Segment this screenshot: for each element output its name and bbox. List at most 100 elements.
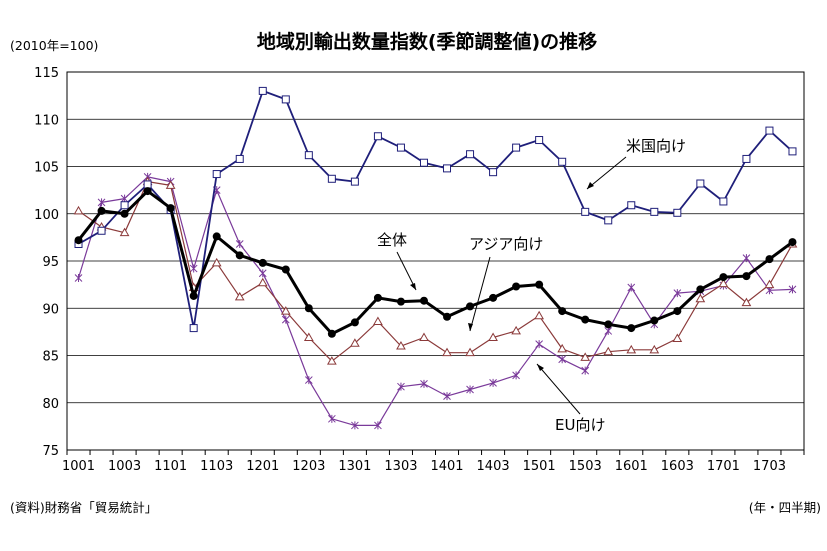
data-point	[97, 198, 106, 207]
data-point	[535, 340, 543, 349]
data-point	[604, 320, 613, 329]
data-point	[718, 278, 729, 288]
data-point	[143, 180, 152, 189]
data-point	[489, 378, 497, 387]
series-line	[78, 181, 794, 362]
data-point	[120, 201, 129, 210]
data-point	[419, 296, 428, 305]
data-point	[258, 258, 267, 267]
data-point	[581, 315, 590, 324]
data-point	[73, 205, 84, 215]
arrowhead-total	[410, 283, 416, 290]
data-point	[234, 291, 245, 301]
x-tick-label: 1603	[661, 459, 694, 474]
x-tick-label: 1203	[292, 459, 325, 474]
data-point	[303, 332, 314, 342]
y-axis-ticks: 75 80 85 90 95 100 105 110 115	[34, 66, 59, 459]
data-point	[489, 168, 498, 177]
pointer-asia	[469, 256, 491, 332]
data-point	[328, 414, 336, 423]
data-point	[211, 257, 222, 267]
data-point	[788, 238, 797, 247]
series-label-eu: EU向け	[555, 416, 605, 434]
x-tick-label: 1601	[615, 459, 648, 474]
x-tick-label: 1103	[200, 459, 233, 474]
series-label-us: 米国向け	[626, 137, 686, 155]
x-unit-label: (年・四半期)	[749, 500, 821, 515]
data-point	[396, 297, 405, 306]
data-point	[558, 157, 567, 166]
data-point	[420, 379, 428, 388]
data-point	[512, 143, 521, 152]
data-point	[695, 293, 706, 303]
data-point	[765, 126, 774, 135]
data-point	[165, 180, 176, 189]
data-point	[281, 315, 290, 324]
data-point	[235, 154, 244, 163]
data-point	[97, 226, 106, 235]
data-point	[281, 95, 290, 104]
arrowhead-eu	[537, 364, 544, 371]
data-point	[719, 273, 728, 282]
pointer-total	[396, 251, 417, 291]
data-point	[442, 347, 452, 357]
gridlines	[67, 118, 804, 404]
data-point	[465, 347, 475, 357]
y-tick-label: 110	[34, 113, 59, 128]
x-tick-label: 1201	[246, 459, 279, 474]
unit-label: (2010年=100)	[10, 38, 98, 53]
series-1	[74, 187, 797, 338]
data-point	[558, 307, 567, 316]
data-point	[580, 352, 591, 361]
x-tick-label: 1701	[707, 459, 740, 474]
data-point	[742, 154, 751, 163]
data-point	[511, 325, 521, 335]
data-point	[627, 201, 636, 210]
data-point	[280, 306, 291, 315]
series-line	[77, 176, 793, 426]
data-point	[304, 304, 313, 313]
y-tick-label: 95	[42, 255, 59, 270]
series-0	[74, 86, 797, 333]
data-point	[603, 346, 614, 356]
chart-title: 地域別輸出数量指数(季節調整値)の推移	[257, 30, 597, 53]
arrowhead-us	[587, 182, 594, 189]
data-point	[119, 227, 130, 237]
data-point	[166, 204, 175, 213]
data-point	[558, 355, 567, 364]
data-point	[627, 283, 636, 292]
x-tick-label: 1301	[338, 459, 371, 474]
data-point	[350, 318, 359, 327]
data-point	[373, 293, 382, 302]
x-tick-label: 1401	[430, 459, 463, 474]
data-point	[535, 280, 544, 289]
data-point	[696, 285, 705, 294]
x-tick-label: 1003	[108, 459, 141, 474]
data-point	[304, 151, 313, 160]
data-point	[350, 177, 359, 186]
data-point	[419, 332, 429, 342]
data-point	[373, 132, 382, 141]
data-point	[788, 147, 797, 156]
data-point	[488, 332, 498, 342]
data-point	[650, 207, 659, 216]
data-point	[742, 272, 751, 281]
x-tick-label: 1503	[569, 459, 602, 474]
x-axis-ticks: 1001 1003 1101 1103 1201 1203 1301 1303 1401 1403…	[62, 450, 805, 474]
pointer-eu	[536, 363, 581, 415]
pointer-us	[586, 156, 627, 190]
data-point	[466, 150, 475, 159]
x-tick-label: 1101	[154, 459, 187, 474]
data-point	[351, 421, 359, 430]
data-point	[557, 343, 568, 353]
source-note: (資料)財務省「貿易統計」	[10, 500, 157, 515]
x-tick-label: 1501	[523, 459, 556, 474]
data-point	[235, 251, 244, 260]
data-point	[650, 316, 659, 325]
data-point	[373, 316, 383, 325]
data-point	[466, 302, 475, 311]
data-point	[374, 421, 382, 430]
x-tick-label: 1703	[753, 459, 786, 474]
y-tick-label: 80	[42, 397, 59, 412]
